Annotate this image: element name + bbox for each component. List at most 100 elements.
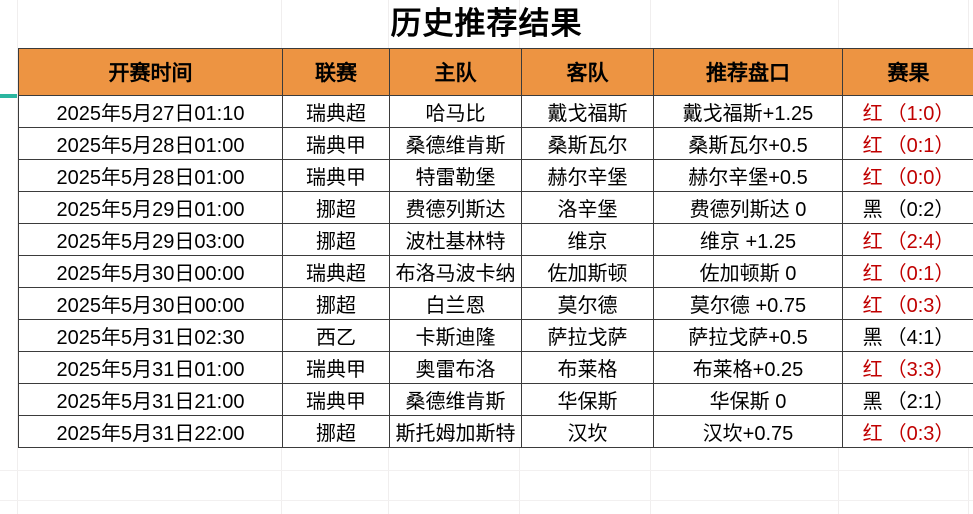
- cell-home[interactable]: 桑德维肯斯: [389, 383, 522, 416]
- cell-pick[interactable]: 戴戈福斯+1.25: [653, 95, 843, 128]
- cell-home-text: 费德列斯达: [405, 199, 506, 221]
- cell-pick[interactable]: 布莱格+0.25: [653, 351, 843, 384]
- cell-league-text: 挪超: [316, 295, 356, 317]
- cell-home[interactable]: 桑德维肯斯: [389, 127, 522, 160]
- cell-pick[interactable]: 桑斯瓦尔+0.5: [653, 127, 843, 160]
- cell-away[interactable]: 布莱格: [521, 351, 654, 384]
- cell-away[interactable]: 萨拉戈萨: [521, 319, 654, 352]
- cell-pick[interactable]: 佐加顿斯 0: [653, 255, 843, 288]
- cell-league-text: 瑞典甲: [306, 167, 366, 189]
- cell-date[interactable]: 2025年5月31日01:00: [18, 351, 283, 384]
- cell-league[interactable]: 瑞典甲: [282, 159, 390, 192]
- cell-date[interactable]: 2025年5月30日00:00: [18, 287, 283, 320]
- cell-date-text: 2025年5月28日01:00: [56, 167, 245, 189]
- status-badge: 黑（2:1）: [863, 385, 955, 414]
- cell-date[interactable]: 2025年5月28日01:00: [18, 127, 283, 160]
- cell-result[interactable]: 红（0:3）: [842, 415, 973, 448]
- cell-date[interactable]: 2025年5月29日01:00: [18, 191, 283, 224]
- cell-pick-text: 费德列斯达 0: [689, 199, 807, 221]
- cell-date[interactable]: 2025年5月31日21:00: [18, 383, 283, 416]
- cell-date-text: 2025年5月30日00:00: [56, 295, 245, 317]
- cell-date[interactable]: 2025年5月27日01:10: [18, 95, 283, 128]
- table-row[interactable]: 2025年5月29日03:00 挪超 波杜基林特 维京 维京 +1.25 红（2:4）: [18, 223, 973, 256]
- table-row[interactable]: 2025年5月31日02:30 西乙 卡斯迪隆 萨拉戈萨 萨拉戈萨+0.5 黑（4:1）: [18, 319, 973, 352]
- cell-date[interactable]: 2025年5月31日22:00: [18, 415, 283, 448]
- cell-result[interactable]: 红（1:0）: [842, 95, 973, 128]
- cell-away[interactable]: 戴戈福斯: [521, 95, 654, 128]
- cell-league[interactable]: 西乙: [282, 319, 390, 352]
- table-row[interactable]: 2025年5月31日21:00 瑞典甲 桑德维肯斯 华保斯 华保斯 0 黑（2:1）: [18, 383, 973, 416]
- column-header-league: 联赛: [282, 48, 390, 96]
- cell-result[interactable]: 黑（4:1）: [842, 319, 973, 352]
- cell-date[interactable]: 2025年5月28日01:00: [18, 159, 283, 192]
- result-score: （0:0）: [886, 167, 955, 189]
- cell-away[interactable]: 洛辛堡: [521, 191, 654, 224]
- cell-home[interactable]: 波杜基林特: [389, 223, 522, 256]
- cell-home[interactable]: 特雷勒堡: [389, 159, 522, 192]
- cell-league[interactable]: 挪超: [282, 287, 390, 320]
- cell-pick[interactable]: 维京 +1.25: [653, 223, 843, 256]
- cell-pick[interactable]: 华保斯 0: [653, 383, 843, 416]
- cell-pick[interactable]: 费德列斯达 0: [653, 191, 843, 224]
- cell-away[interactable]: 佐加斯顿: [521, 255, 654, 288]
- cell-date[interactable]: 2025年5月31日02:30: [18, 319, 283, 352]
- cell-result[interactable]: 黑（0:2）: [842, 191, 973, 224]
- table-row[interactable]: 2025年5月27日01:10 瑞典超 哈马比 戴戈福斯 戴戈福斯+1.25 红（1:0）: [18, 95, 973, 128]
- cell-home-text: 哈马比: [425, 103, 486, 125]
- cell-away-text: 莫尔德: [557, 295, 618, 317]
- page-title-text: 历史推荐结果: [390, 5, 583, 41]
- cell-league[interactable]: 挪超: [282, 223, 390, 256]
- cell-league[interactable]: 瑞典甲: [282, 351, 390, 384]
- cell-home-text: 卡斯迪隆: [415, 327, 496, 349]
- cell-away[interactable]: 桑斯瓦尔: [521, 127, 654, 160]
- cell-away[interactable]: 汉坎: [521, 415, 654, 448]
- cell-league[interactable]: 瑞典超: [282, 95, 390, 128]
- cell-league[interactable]: 挪超: [282, 415, 390, 448]
- table-row[interactable]: 2025年5月31日22:00 挪超 斯托姆加斯特 汉坎 汉坎+0.75 红（0:3）: [18, 415, 973, 448]
- table-row[interactable]: 2025年5月29日01:00 挪超 费德列斯达 洛辛堡 费德列斯达 0 黑（0:2）: [18, 191, 973, 224]
- cell-away-text: 赫尔辛堡: [547, 167, 628, 189]
- cell-away-text: 桑斯瓦尔: [547, 135, 628, 157]
- cell-home[interactable]: 哈马比: [389, 95, 522, 128]
- cell-away[interactable]: 维京: [521, 223, 654, 256]
- cell-result[interactable]: 黑（2:1）: [842, 383, 973, 416]
- cell-date-text: 2025年5月27日01:10: [56, 103, 245, 125]
- table-row[interactable]: 2025年5月28日01:00 瑞典甲 特雷勒堡 赫尔辛堡 赫尔辛堡+0.5 红（0:0）: [18, 159, 973, 192]
- status-badge: 红（0:1）: [863, 257, 955, 286]
- grid-line-horizontal: [0, 500, 973, 501]
- cell-pick-text: 萨拉戈萨+0.5: [688, 327, 808, 349]
- cell-league[interactable]: 瑞典超: [282, 255, 390, 288]
- cell-home[interactable]: 白兰恩: [389, 287, 522, 320]
- cell-away[interactable]: 华保斯: [521, 383, 654, 416]
- table-row[interactable]: 2025年5月31日01:00 瑞典甲 奥雷布洛 布莱格 布莱格+0.25 红（3:3）: [18, 351, 973, 384]
- cell-away[interactable]: 莫尔德: [521, 287, 654, 320]
- cell-pick[interactable]: 汉坎+0.75: [653, 415, 843, 448]
- result-score: （2:1）: [886, 391, 955, 413]
- cell-date[interactable]: 2025年5月30日00:00: [18, 255, 283, 288]
- cell-pick[interactable]: 赫尔辛堡+0.5: [653, 159, 843, 192]
- cell-league[interactable]: 瑞典甲: [282, 127, 390, 160]
- table-row[interactable]: 2025年5月30日00:00 挪超 白兰恩 莫尔德 莫尔德 +0.75 红（0:3）: [18, 287, 973, 320]
- cell-pick[interactable]: 萨拉戈萨+0.5: [653, 319, 843, 352]
- cell-pick[interactable]: 莫尔德 +0.75: [653, 287, 843, 320]
- cell-home[interactable]: 费德列斯达: [389, 191, 522, 224]
- cell-home[interactable]: 奥雷布洛: [389, 351, 522, 384]
- cell-home[interactable]: 斯托姆加斯特: [389, 415, 522, 448]
- cell-pick-text: 维京 +1.25: [699, 231, 797, 253]
- cell-home[interactable]: 卡斯迪隆: [389, 319, 522, 352]
- cell-date[interactable]: 2025年5月29日03:00: [18, 223, 283, 256]
- cell-result[interactable]: 红（0:1）: [842, 127, 973, 160]
- cell-league[interactable]: 瑞典甲: [282, 383, 390, 416]
- cell-league-text: 挪超: [316, 199, 356, 221]
- cell-result[interactable]: 红（2:4）: [842, 223, 973, 256]
- cell-away[interactable]: 赫尔辛堡: [521, 159, 654, 192]
- cell-result[interactable]: 红（0:0）: [842, 159, 973, 192]
- cell-home[interactable]: 布洛马波卡纳: [389, 255, 522, 288]
- cell-pick-text: 桑斯瓦尔+0.5: [688, 135, 808, 157]
- cell-result[interactable]: 红（0:1）: [842, 255, 973, 288]
- cell-result[interactable]: 红（0:3）: [842, 287, 973, 320]
- cell-result[interactable]: 红（3:3）: [842, 351, 973, 384]
- cell-league[interactable]: 挪超: [282, 191, 390, 224]
- table-row[interactable]: 2025年5月28日01:00 瑞典甲 桑德维肯斯 桑斯瓦尔 桑斯瓦尔+0.5 红（0:1…: [18, 127, 973, 160]
- table-row[interactable]: 2025年5月30日00:00 瑞典超 布洛马波卡纳 佐加斯顿 佐加顿斯 0 红（0:1）: [18, 255, 973, 288]
